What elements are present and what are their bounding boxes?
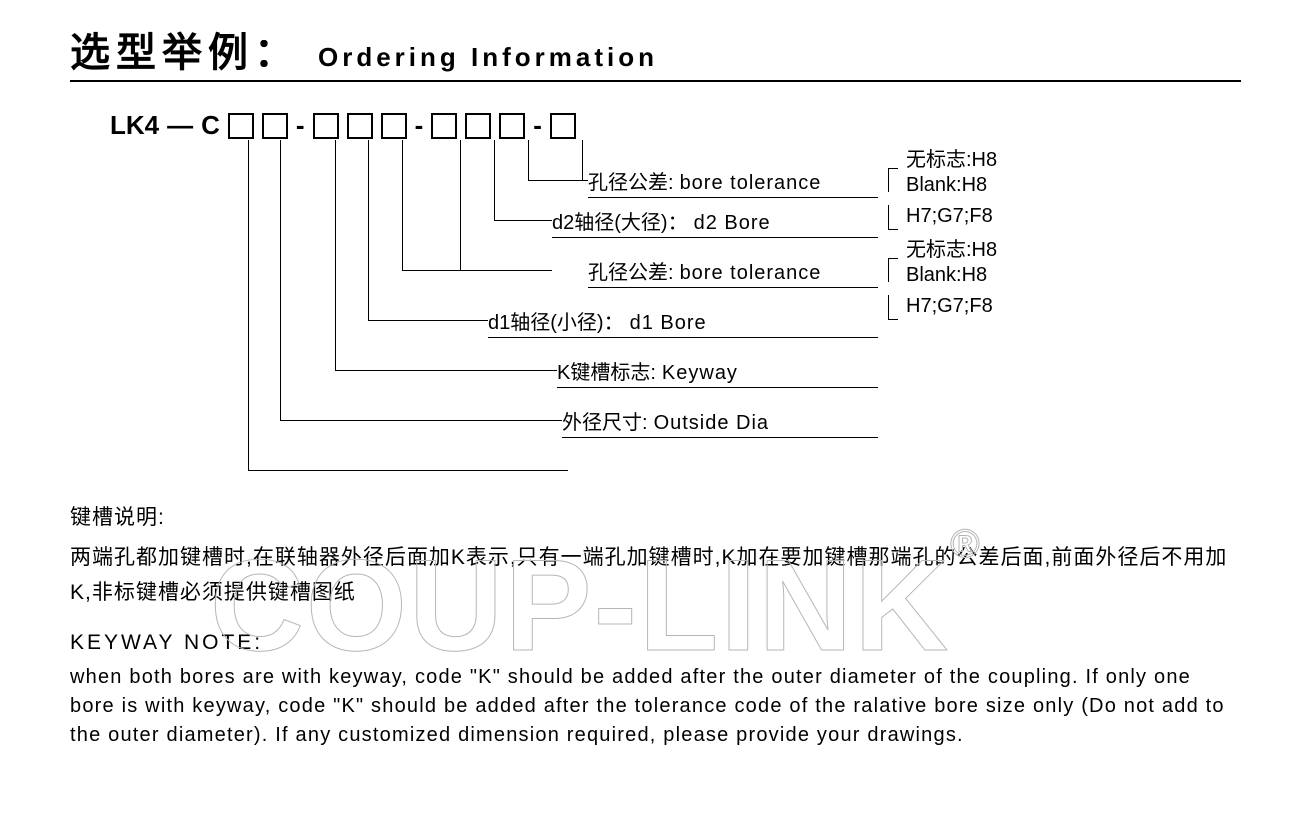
code-row: LK4 — C - - - — [110, 110, 576, 141]
row-bore-tol-2: 孔径公差: bore tolerance — [588, 166, 878, 198]
row-bore-tol-1: 孔径公差: bore tolerance — [588, 256, 878, 288]
hyphen-2: - — [415, 110, 424, 141]
keyway-title-en: KEYWAY NOTE: — [70, 625, 1241, 661]
note-a1: 无标志:H8 — [906, 148, 997, 173]
row-cn-5: 外径尺寸: — [562, 406, 648, 435]
row-cn-3: d1轴径(小径)： — [488, 306, 624, 335]
code-prefix: LK4 — [110, 110, 159, 141]
keyway-title-cn: 键槽说明: — [70, 500, 1241, 536]
hyphen-3: - — [533, 110, 542, 141]
box-od-2 — [262, 113, 288, 139]
title-cn: 选型举例： — [70, 20, 300, 78]
note-a2: Blank:H8 — [906, 173, 997, 198]
page: 选型举例： Ordering Information LK4 — C - - - — [0, 0, 1311, 770]
row-od: 外径尺寸: Outside Dia — [562, 406, 878, 438]
title-row: 选型举例： Ordering Information — [70, 20, 1241, 82]
keyway-body-cn: 两端孔都加键槽时,在联轴器外径后面加K表示,只有一端孔加键槽时,K加在要加键槽那… — [70, 540, 1241, 611]
hyphen-1: - — [296, 110, 305, 141]
code-c: C — [201, 110, 220, 141]
row-en-2: bore tolerance — [680, 262, 822, 285]
row-cn-2: 孔径公差: — [588, 256, 674, 285]
row-cn-4: K键槽标志: — [557, 356, 656, 385]
row-d1: d1轴径(小径)： d1 Bore — [488, 306, 878, 338]
row-d2: d2轴径(大径)： d2 Bore — [552, 206, 878, 238]
row-cn-1: d2轴径(大径)： — [552, 206, 688, 235]
row-keyway: K键槽标志: Keyway — [557, 356, 878, 388]
box-d1-2 — [347, 113, 373, 139]
row-en-0: bore tolerance — [680, 172, 822, 195]
box-tol — [550, 113, 576, 139]
note-top: 无标志:H8 Blank:H8 H7;G7;F8 — [906, 148, 997, 229]
keyway-body-en: when both bores are with keyway, code "K… — [70, 663, 1241, 750]
box-od-1 — [228, 113, 254, 139]
box-d1-1 — [313, 113, 339, 139]
row-en-3: d1 Bore — [630, 312, 707, 335]
keyway-notes: 键槽说明: 两端孔都加键槽时,在联轴器外径后面加K表示,只有一端孔加键槽时,K加… — [70, 500, 1241, 750]
note-b2: Blank:H8 — [906, 263, 997, 288]
box-d2-3 — [499, 113, 525, 139]
note-a3: H7;G7;F8 — [906, 204, 997, 229]
box-d2-1 — [431, 113, 457, 139]
row-en-4: Keyway — [662, 362, 738, 385]
row-en-1: d2 Bore — [694, 212, 771, 235]
row-cn-0: 孔径公差: — [588, 166, 674, 195]
note-b3: H7;G7;F8 — [906, 294, 997, 319]
box-d2-2 — [465, 113, 491, 139]
code-dash: — — [167, 110, 193, 141]
note-b1: 无标志:H8 — [906, 238, 997, 263]
ordering-diagram: LK4 — C - - - — [110, 110, 1241, 490]
box-d1-3 — [381, 113, 407, 139]
note-bottom: 无标志:H8 Blank:H8 H7;G7;F8 — [906, 238, 997, 319]
title-en: Ordering Information — [318, 42, 658, 73]
row-en-5: Outside Dia — [654, 412, 770, 435]
